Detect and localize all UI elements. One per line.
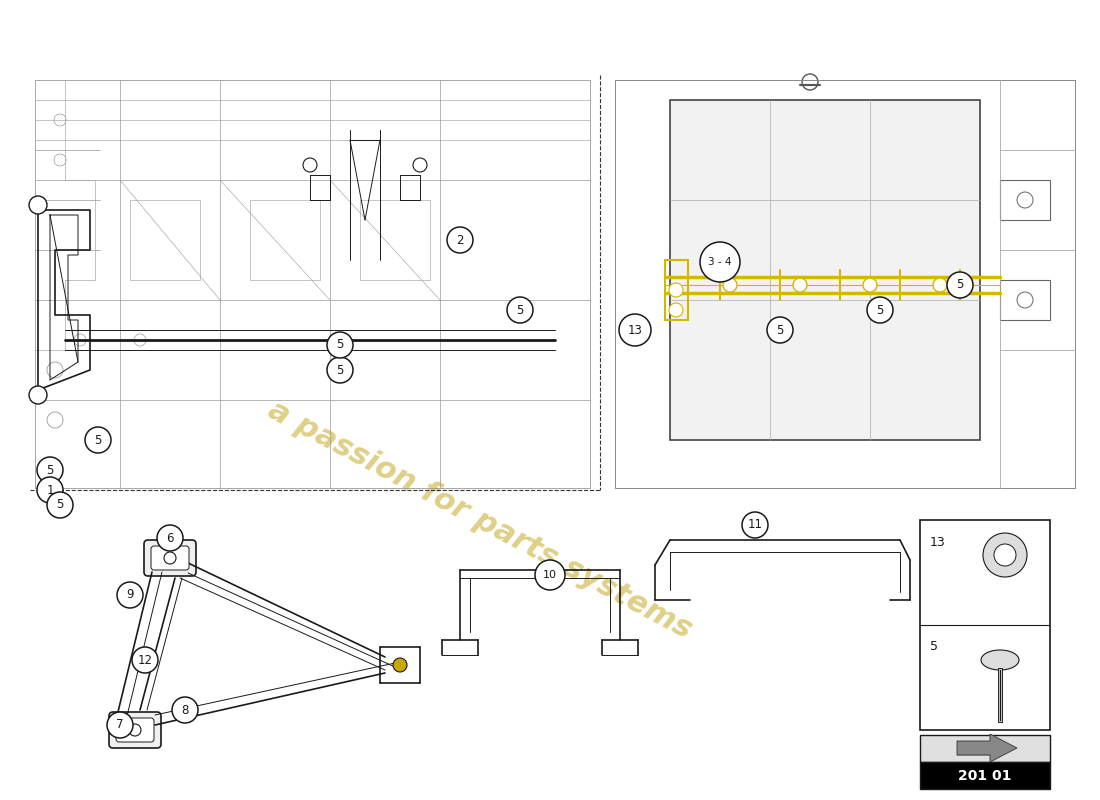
FancyBboxPatch shape [144, 540, 196, 576]
Polygon shape [957, 747, 998, 755]
Circle shape [129, 724, 141, 736]
Text: 3 - 4: 3 - 4 [708, 257, 732, 267]
Circle shape [302, 158, 317, 172]
Bar [250, 200, 320, 280]
Bar [130, 200, 200, 280]
Text: 5: 5 [930, 641, 938, 654]
Circle shape [47, 492, 73, 518]
Circle shape [767, 317, 793, 343]
Circle shape [447, 227, 473, 253]
Circle shape [29, 386, 47, 404]
Circle shape [29, 196, 47, 214]
Text: 5: 5 [877, 303, 883, 317]
Text: 11: 11 [748, 518, 762, 531]
Circle shape [864, 278, 877, 292]
Circle shape [164, 552, 176, 564]
Text: 5: 5 [95, 434, 101, 446]
Circle shape [669, 303, 683, 317]
Text: 6: 6 [166, 531, 174, 545]
Text: 5: 5 [56, 498, 64, 511]
Text: a passion for parts systems: a passion for parts systems [263, 395, 697, 645]
Circle shape [393, 658, 407, 672]
Circle shape [327, 357, 353, 383]
Circle shape [994, 544, 1016, 566]
Text: 1: 1 [46, 483, 54, 497]
Bar [670, 100, 980, 440]
Circle shape [669, 283, 683, 297]
Text: 9: 9 [126, 589, 134, 602]
Text: 5: 5 [337, 338, 343, 351]
Ellipse shape [981, 650, 1019, 670]
Circle shape [535, 560, 565, 590]
Circle shape [867, 297, 893, 323]
Text: 5: 5 [46, 463, 54, 477]
Text: 2: 2 [456, 234, 464, 246]
Text: 5: 5 [777, 323, 783, 337]
Circle shape [742, 512, 768, 538]
Text: 7: 7 [117, 718, 123, 731]
Circle shape [793, 278, 807, 292]
Text: 10: 10 [543, 570, 557, 580]
Polygon shape [957, 734, 1018, 762]
FancyBboxPatch shape [116, 718, 154, 742]
Circle shape [107, 712, 133, 738]
Bar [360, 200, 430, 280]
Circle shape [37, 457, 63, 483]
Bar [1000, 280, 1050, 320]
Circle shape [507, 297, 534, 323]
FancyBboxPatch shape [109, 712, 161, 748]
Text: 8: 8 [182, 703, 189, 717]
Text: 5: 5 [956, 278, 964, 291]
Circle shape [947, 272, 974, 298]
Bar [920, 735, 1050, 762]
Text: 12: 12 [138, 654, 153, 666]
Circle shape [117, 582, 143, 608]
Circle shape [132, 647, 158, 673]
Circle shape [983, 533, 1027, 577]
Circle shape [412, 158, 427, 172]
Circle shape [37, 477, 63, 503]
Text: 5: 5 [337, 363, 343, 377]
Bar [1000, 180, 1050, 220]
Bar [920, 762, 1050, 789]
Bar [920, 520, 1050, 730]
FancyBboxPatch shape [151, 546, 189, 570]
Text: 13: 13 [930, 535, 946, 549]
Text: 13: 13 [628, 323, 642, 337]
Circle shape [933, 278, 947, 292]
Circle shape [700, 242, 740, 282]
Circle shape [723, 278, 737, 292]
Circle shape [172, 697, 198, 723]
Circle shape [327, 332, 353, 358]
Text: 201 01: 201 01 [958, 770, 1012, 783]
Text: 5: 5 [516, 303, 524, 317]
Circle shape [619, 314, 651, 346]
Circle shape [85, 427, 111, 453]
Circle shape [157, 525, 183, 551]
